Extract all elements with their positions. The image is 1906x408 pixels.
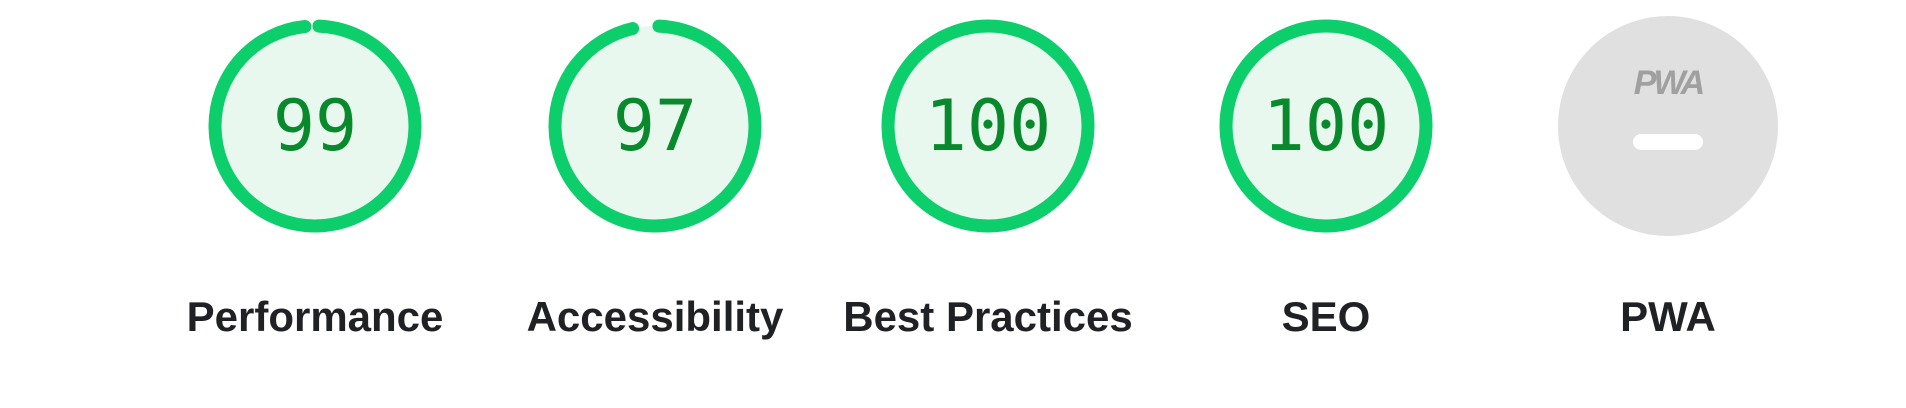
category-label: Performance bbox=[186, 293, 444, 340]
gauge-best-practices[interactable]: 100 Best Practices bbox=[838, 0, 1138, 408]
category-label: SEO bbox=[1281, 293, 1371, 340]
not-applicable-dash bbox=[1633, 134, 1703, 150]
category-label: Best Practices bbox=[843, 293, 1133, 340]
pwa-circle bbox=[1558, 16, 1778, 236]
score-value: 99 bbox=[272, 85, 358, 167]
score-ring bbox=[1219, 19, 1433, 233]
category-label: PWA bbox=[1620, 293, 1716, 340]
gauge-pwa[interactable]: PWA PWA bbox=[1518, 0, 1818, 408]
gauge-performance[interactable]: 99 Performance bbox=[165, 0, 465, 408]
category-label: Accessibility bbox=[526, 293, 784, 340]
pwa-badge-icon: PWA bbox=[1633, 64, 1705, 102]
score-ring bbox=[548, 19, 762, 233]
score-value: 100 bbox=[924, 85, 1052, 167]
score-ring bbox=[208, 19, 422, 233]
score-ring bbox=[881, 19, 1095, 233]
gauge-seo[interactable]: 100 SEO bbox=[1176, 0, 1476, 408]
score-value: 97 bbox=[612, 85, 698, 167]
gauge-accessibility[interactable]: 97 Accessibility bbox=[505, 0, 805, 408]
score-value: 100 bbox=[1262, 85, 1390, 167]
